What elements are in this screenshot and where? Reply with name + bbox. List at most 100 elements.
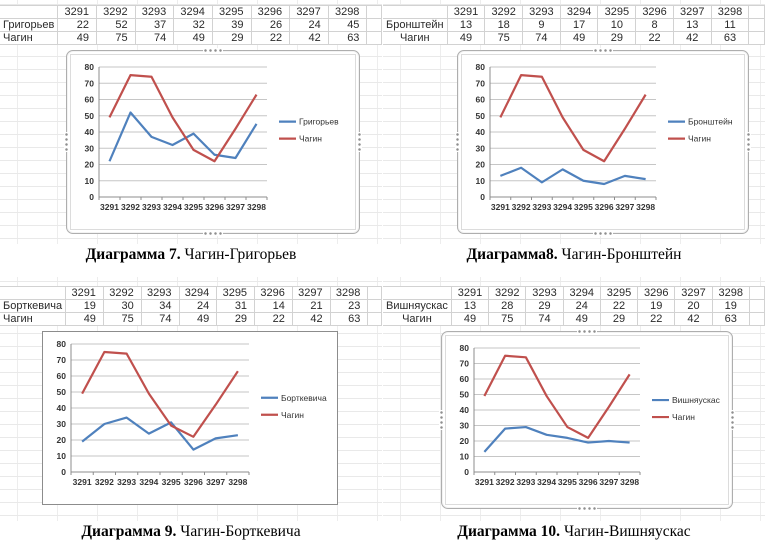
column-header[interactable]: 3294 <box>559 5 599 19</box>
cell[interactable]: 10 <box>597 18 637 32</box>
resize-handle-left[interactable] <box>64 132 69 152</box>
resize-handle-top[interactable] <box>577 329 597 334</box>
cell[interactable]: 42 <box>289 31 329 45</box>
cell[interactable]: 24 <box>289 18 329 32</box>
series-line[interactable] <box>499 74 647 163</box>
cell[interactable]: 32 <box>173 18 213 32</box>
cell[interactable]: 49 <box>446 31 486 45</box>
row-label[interactable]: Вишняускас <box>383 299 452 313</box>
empty-cell[interactable] <box>366 5 382 19</box>
cell[interactable]: 52 <box>95 18 136 32</box>
cell[interactable]: 19 <box>637 299 676 313</box>
column-header[interactable]: 3292 <box>102 286 142 300</box>
cell[interactable]: 18 <box>484 18 524 32</box>
column-header[interactable]: 3293 <box>525 286 564 300</box>
cell[interactable]: 75 <box>102 312 142 326</box>
column-header[interactable]: 3291 <box>57 5 97 19</box>
column-header[interactable]: 3293 <box>140 286 180 300</box>
cell[interactable]: 29 <box>597 31 637 45</box>
resize-handle-left[interactable] <box>439 410 444 430</box>
legend-label[interactable]: Чагин <box>281 410 304 420</box>
resize-handle-bottom[interactable] <box>593 231 613 236</box>
cell[interactable]: 34 <box>140 299 180 313</box>
legend-label[interactable]: Борткевича <box>281 393 327 403</box>
series-line[interactable] <box>108 111 258 162</box>
cell[interactable]: 22 <box>599 299 639 313</box>
column-header[interactable]: 3297 <box>672 5 712 19</box>
cell[interactable]: 19 <box>711 299 750 313</box>
column-header[interactable]: 3296 <box>637 286 676 300</box>
series-line[interactable] <box>483 425 630 453</box>
cell[interactable]: 63 <box>327 31 368 45</box>
column-header[interactable]: 3296 <box>635 5 674 19</box>
chart-frame-8[interactable]: 0 10 20 30 40 50 60 70 80 3291 3292 3293 3294 3295 329… <box>455 48 751 236</box>
cell[interactable]: 49 <box>173 31 213 45</box>
cell[interactable]: 22 <box>254 312 293 326</box>
column-header[interactable]: 3298 <box>711 286 750 300</box>
legend-label[interactable]: Чагин <box>688 134 711 144</box>
column-header[interactable]: 3292 <box>95 5 136 19</box>
cell[interactable]: 13 <box>672 18 712 32</box>
legend-label[interactable]: Бронштейн <box>688 117 733 127</box>
resize-handle-right[interactable] <box>357 132 362 152</box>
row-label[interactable]: Чагин <box>0 312 67 326</box>
empty-cell[interactable] <box>748 31 765 45</box>
empty-cell[interactable] <box>367 286 382 300</box>
cell[interactable]: 29 <box>599 312 639 326</box>
cell[interactable]: 49 <box>65 312 104 326</box>
row-label[interactable]: Чагин <box>383 312 452 326</box>
cell[interactable]: 23 <box>329 299 369 313</box>
series-line[interactable] <box>499 166 646 186</box>
empty-cell[interactable] <box>367 312 382 326</box>
corner-cell[interactable] <box>0 286 67 300</box>
cell[interactable]: 22 <box>57 18 97 32</box>
resize-handle-bottom[interactable] <box>577 506 597 511</box>
column-header[interactable]: 3297 <box>291 286 331 300</box>
column-header[interactable]: 3295 <box>216 286 256 300</box>
resize-handle-right[interactable] <box>746 132 751 152</box>
cell[interactable]: 26 <box>250 18 291 32</box>
empty-cell[interactable] <box>748 5 765 19</box>
column-header[interactable]: 3296 <box>254 286 293 300</box>
series-line[interactable] <box>81 350 239 438</box>
cell[interactable]: 21 <box>291 299 331 313</box>
cell[interactable]: 42 <box>291 312 331 326</box>
cell[interactable]: 63 <box>711 312 750 326</box>
column-header[interactable]: 3295 <box>211 5 252 19</box>
cell[interactable]: 29 <box>211 31 252 45</box>
column-header[interactable]: 3293 <box>522 5 561 19</box>
cell[interactable]: 63 <box>710 31 750 45</box>
cell[interactable]: 22 <box>635 31 674 45</box>
cell[interactable]: 49 <box>559 31 599 45</box>
cell[interactable]: 49 <box>562 312 601 326</box>
column-header[interactable]: 3294 <box>178 286 218 300</box>
chart-frame-10[interactable]: 0 10 20 30 40 50 60 70 80 3291 3292 3293 3294 3295 329… <box>439 329 735 511</box>
column-header[interactable]: 3294 <box>562 286 601 300</box>
column-header[interactable]: 3297 <box>289 5 329 19</box>
resize-handle-top[interactable] <box>593 48 613 53</box>
cell[interactable]: 45 <box>327 18 368 32</box>
cell[interactable]: 8 <box>635 18 674 32</box>
column-header[interactable]: 3295 <box>599 286 639 300</box>
cell[interactable]: 13 <box>446 18 486 32</box>
cell[interactable]: 37 <box>134 18 175 32</box>
cell[interactable]: 42 <box>674 312 713 326</box>
cell[interactable]: 20 <box>674 299 713 313</box>
cell[interactable]: 75 <box>95 31 136 45</box>
empty-cell[interactable] <box>748 299 765 313</box>
corner-cell[interactable] <box>383 286 452 300</box>
column-header[interactable]: 3295 <box>597 5 637 19</box>
cell[interactable]: 13 <box>450 299 490 313</box>
cell[interactable]: 74 <box>525 312 564 326</box>
cell[interactable]: 29 <box>525 299 564 313</box>
column-header[interactable]: 3293 <box>134 5 175 19</box>
empty-cell[interactable] <box>366 31 382 45</box>
cell[interactable]: 74 <box>522 31 561 45</box>
cell[interactable]: 22 <box>250 31 291 45</box>
row-label[interactable]: Чагин <box>0 31 59 45</box>
column-header[interactable]: 3291 <box>450 286 490 300</box>
series-line[interactable] <box>108 74 258 163</box>
resize-handle-top[interactable] <box>203 48 223 53</box>
resize-handle-right[interactable] <box>730 410 735 430</box>
chart-frame-7[interactable]: 0 10 20 30 40 50 60 70 80 3291 3292 3293 3294 3295 329… <box>64 48 362 236</box>
